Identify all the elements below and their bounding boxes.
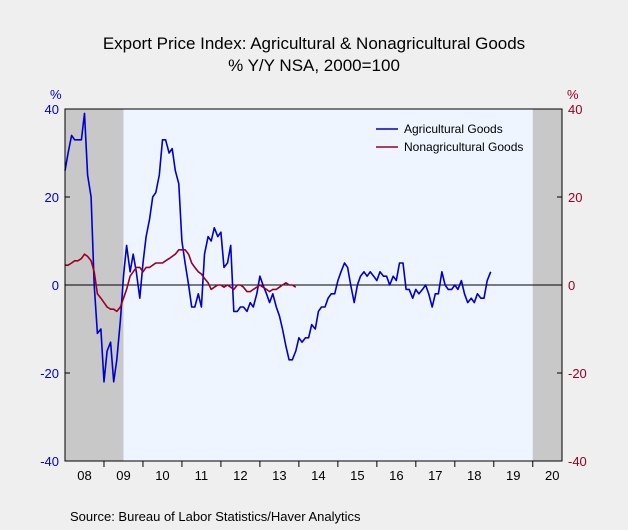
- left-axis-unit: %: [50, 87, 62, 102]
- x-tick-label: 11: [195, 468, 209, 483]
- x-tick-label: 15: [350, 468, 364, 483]
- legend-label-nonagricultural: Nonagricultural Goods: [404, 140, 523, 154]
- y-tick-label-right: -40: [568, 454, 587, 469]
- x-tick-label: 12: [233, 468, 247, 483]
- chart-subtitle: % Y/Y NSA, 2000=100: [228, 56, 400, 75]
- series-line-nonagricultural: [65, 249, 297, 313]
- x-tick-label: 08: [77, 468, 91, 483]
- y-tick-label-right: 40: [568, 102, 582, 117]
- y-tick-label-right: -20: [568, 366, 587, 381]
- x-tick-label: 09: [116, 468, 130, 483]
- x-tick-label: 16: [389, 468, 403, 483]
- source-note: Source: Bureau of Labor Statistics/Haver…: [70, 509, 361, 524]
- right-axis-unit: %: [567, 87, 579, 102]
- x-tick-label: 13: [272, 468, 286, 483]
- y-tick-label-left: 20: [45, 190, 59, 205]
- y-tick-label-right: 0: [568, 278, 575, 293]
- y-tick-label-left: 40: [45, 102, 59, 117]
- x-tick-label: 19: [506, 468, 520, 483]
- y-tick-label-left: -40: [40, 454, 59, 469]
- x-tick-label: 18: [467, 468, 481, 483]
- y-tick-label-right: 20: [568, 190, 582, 205]
- chart-title: Export Price Index: Agricultural & Nonag…: [102, 34, 526, 53]
- legend-label-agricultural: Agricultural Goods: [404, 122, 503, 136]
- y-tick-label-left: 0: [52, 278, 59, 293]
- y-tick-label-left: -20: [40, 366, 59, 381]
- x-tick-label: 20: [545, 468, 559, 483]
- x-tick-label: 17: [428, 468, 442, 483]
- x-tick-label: 10: [155, 468, 169, 483]
- x-tick-label: 14: [311, 468, 325, 483]
